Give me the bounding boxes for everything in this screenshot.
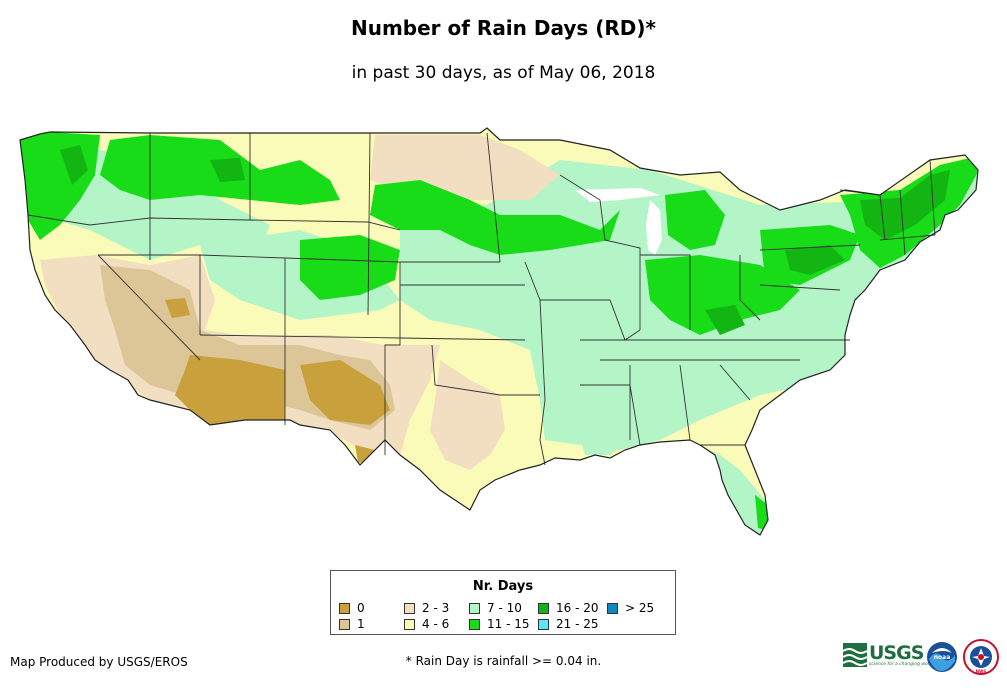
noaa-logo-text: noaa [934,654,951,661]
legend-label-6: 16 - 20 [556,601,599,615]
legend-swatch-0 [339,603,350,614]
legend-swatch-6 [538,603,549,614]
legend-swatch-1 [339,619,350,630]
noaa-logo: noaa [927,642,957,672]
legend: Nr. Days 0 1 2 - 3 4 - 6 7 - 10 11 - 15 … [330,570,676,635]
legend-label-5: 11 - 15 [487,617,530,631]
legend-title: Nr. Days [472,579,534,594]
legend-item-0: 0 [339,601,365,615]
legend-swatch-2 [404,603,415,614]
legend-swatch-7 [538,619,549,630]
legend-item-4: 7 - 10 [469,601,522,615]
map-title: Number of Rain Days (RD)* [350,16,656,40]
legend-label-8: > 25 [625,601,655,615]
usgs-wave-icon [843,643,867,667]
legend-label-0: 0 [357,601,365,615]
legend-swatch-5 [469,619,480,630]
legend-label-3: 4 - 6 [422,617,450,631]
legend-item-1: 1 [339,617,365,631]
footnote-text: * Rain Day is rainfall >= 0.04 in. [405,654,602,668]
legend-label-1: 1 [357,617,365,631]
legend-swatch-8 [607,603,618,614]
legend-swatch-4 [469,603,480,614]
usgs-logo-text: USGS [869,642,924,664]
legend-item-6: 16 - 20 [538,601,599,615]
rain-days-map [19,127,979,536]
map-subtitle: in past 30 days, as of May 06, 2018 [351,63,656,83]
nws-logo-text: NWS [976,669,987,674]
legend-item-2: 2 - 3 [404,601,449,615]
legend-label-7: 21 - 25 [556,617,599,631]
legend-label-4: 7 - 10 [487,601,522,615]
credit-text: Map Produced by USGS/EROS [10,655,188,669]
legend-label-2: 2 - 3 [422,601,450,615]
usgs-logo-tagline: science for a changing world [869,662,934,667]
legend-swatch-3 [404,619,415,630]
legend-item-7: 21 - 25 [538,617,599,631]
legend-item-5: 11 - 15 [469,617,530,631]
legend-item-3: 4 - 6 [404,617,449,631]
legend-item-8: > 25 [607,601,654,615]
nws-logo: NWS [963,639,999,675]
usgs-logo: USGS science for a changing world [843,641,934,669]
